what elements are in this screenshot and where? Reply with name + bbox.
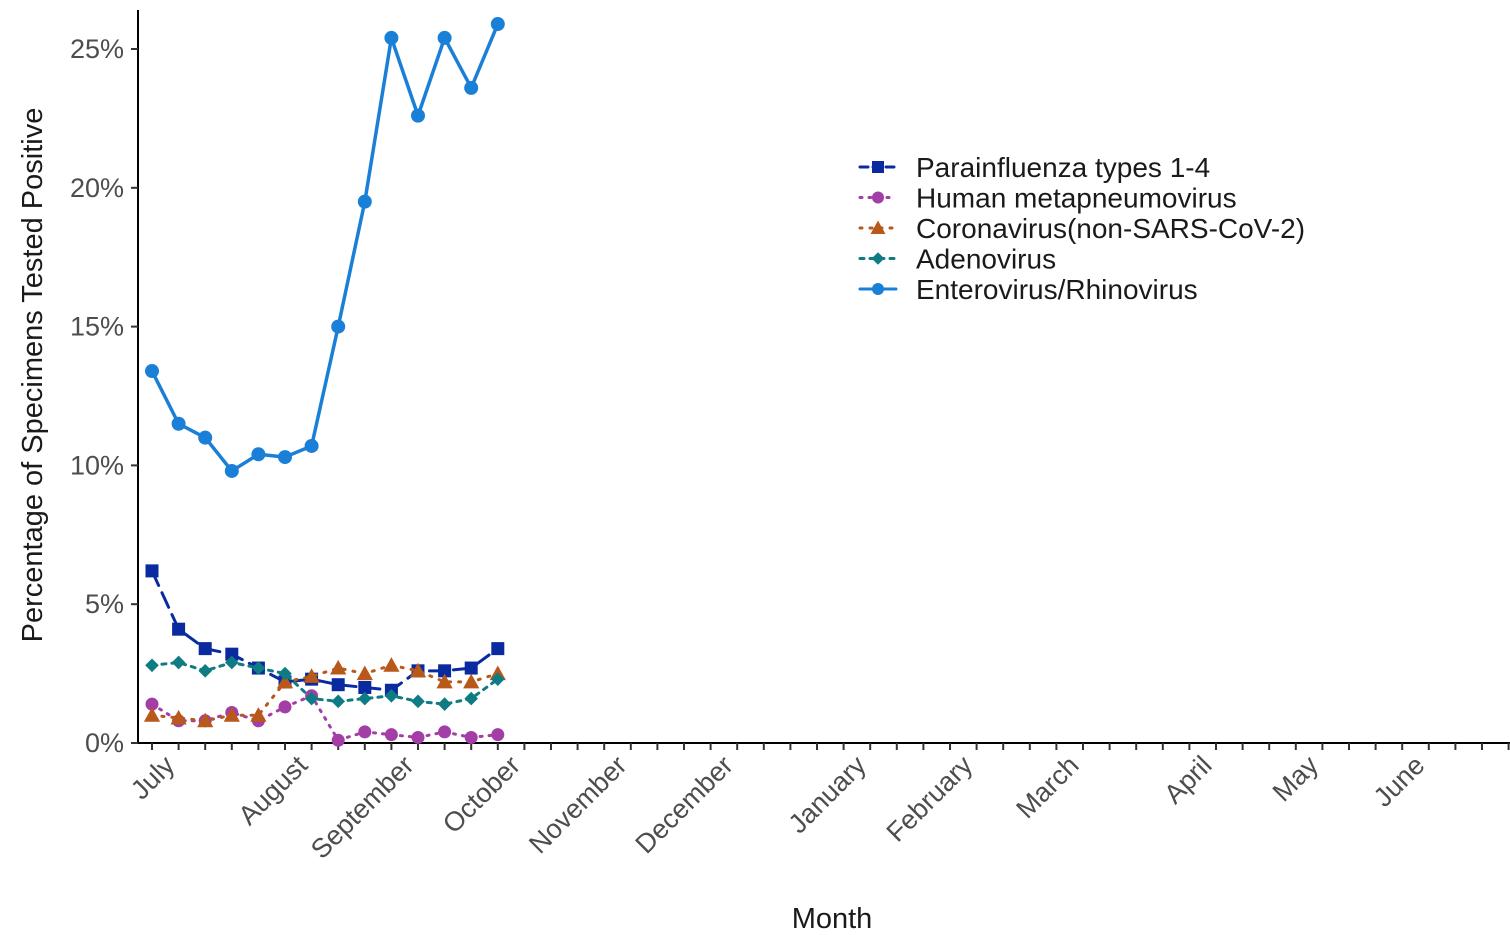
legend-label: Adenovirus: [916, 244, 1056, 275]
data-point: [144, 707, 160, 722]
legend-item: Parainfluenza types 1-4: [860, 152, 1210, 183]
legend-marker: [872, 283, 884, 295]
legend-marker: [872, 161, 884, 173]
series-line: [152, 24, 498, 471]
data-point: [331, 320, 345, 334]
data-point: [145, 364, 159, 378]
data-point: [491, 17, 505, 31]
series-5: [145, 17, 505, 478]
data-point: [198, 431, 212, 445]
data-point: [438, 31, 452, 45]
y-tick-label: 10%: [70, 450, 124, 480]
x-tick-label: May: [1267, 750, 1325, 808]
series-2: [146, 689, 505, 746]
y-tick-label: 15%: [70, 312, 124, 342]
data-point: [411, 109, 425, 123]
y-axis-title: Percentage of Specimens Tested Positive: [17, 108, 49, 643]
y-tick-label: 5%: [85, 589, 124, 619]
data-point: [330, 660, 346, 675]
x-tick-label: April: [1158, 750, 1217, 809]
data-point: [251, 447, 265, 461]
series-layer: [144, 17, 506, 747]
data-point: [279, 700, 292, 713]
data-point: [278, 450, 292, 464]
legend-marker: [872, 252, 885, 265]
data-point: [411, 695, 425, 709]
data-point: [491, 642, 504, 655]
data-point: [438, 697, 452, 711]
data-point: [357, 665, 373, 680]
legend-item: Enterovirus/Rhinovirus: [860, 274, 1198, 305]
y-tick-label: 25%: [70, 34, 124, 64]
data-point: [172, 623, 185, 636]
x-tick-label: January: [783, 750, 872, 839]
data-point: [491, 728, 504, 741]
data-point: [412, 731, 425, 744]
legend-label: Parainfluenza types 1-4: [916, 152, 1210, 183]
data-point: [384, 31, 398, 45]
legend-marker: [872, 192, 884, 204]
data-point: [332, 678, 345, 691]
legend-label: Enterovirus/Rhinovirus: [916, 274, 1198, 305]
data-point: [438, 725, 451, 738]
data-point: [305, 439, 319, 453]
data-point: [146, 564, 159, 577]
x-tick-label: October: [437, 750, 526, 839]
data-point: [465, 731, 478, 744]
data-point: [331, 695, 345, 709]
data-point: [332, 734, 345, 747]
data-point: [464, 81, 478, 95]
x-axis-title: Month: [792, 903, 873, 935]
x-tick-label: December: [630, 750, 739, 859]
data-point: [358, 725, 371, 738]
data-point: [198, 664, 212, 678]
legend-item: Human metapneumovirus: [860, 183, 1237, 214]
x-tick-label: July: [125, 750, 181, 806]
series-1: [146, 564, 505, 696]
x-tick-label: June: [1368, 750, 1431, 813]
y-tick-label: 20%: [70, 173, 124, 203]
x-tick-label: August: [233, 750, 314, 831]
x-tick-label: September: [305, 750, 420, 865]
data-point: [358, 195, 372, 209]
data-point: [385, 728, 398, 741]
data-point: [145, 658, 159, 672]
data-point: [225, 464, 239, 478]
data-point: [463, 674, 479, 689]
legend-label: Human metapneumovirus: [916, 183, 1237, 214]
data-point: [172, 417, 186, 431]
y-tick-label: 0%: [85, 728, 124, 758]
data-point: [172, 656, 186, 670]
x-tick-label: March: [1010, 750, 1084, 824]
legend-item: Coronavirus(non-SARS-CoV-2): [860, 213, 1305, 244]
x-tick-label: November: [523, 750, 632, 859]
data-point: [383, 657, 399, 672]
legend-label: Coronavirus(non-SARS-CoV-2): [916, 213, 1305, 244]
data-point: [199, 642, 212, 655]
axes: 0% 5% 10% 15% 20% 25% July AugustSeptember Octob…: [70, 10, 1510, 865]
data-point: [465, 662, 478, 675]
legend-item: Adenovirus: [860, 244, 1056, 275]
x-tick-label: February: [881, 750, 979, 848]
